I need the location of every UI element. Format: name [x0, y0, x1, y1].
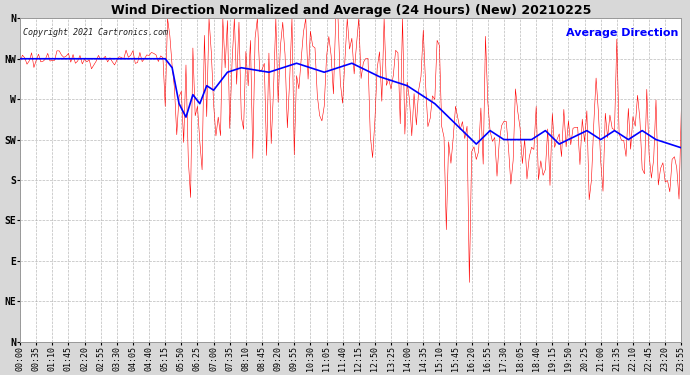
Title: Wind Direction Normalized and Average (24 Hours) (New) 20210225: Wind Direction Normalized and Average (2…	[110, 4, 591, 17]
Text: Average Direction: Average Direction	[566, 28, 678, 38]
Text: Copyright 2021 Cartronics.com: Copyright 2021 Cartronics.com	[23, 28, 168, 37]
